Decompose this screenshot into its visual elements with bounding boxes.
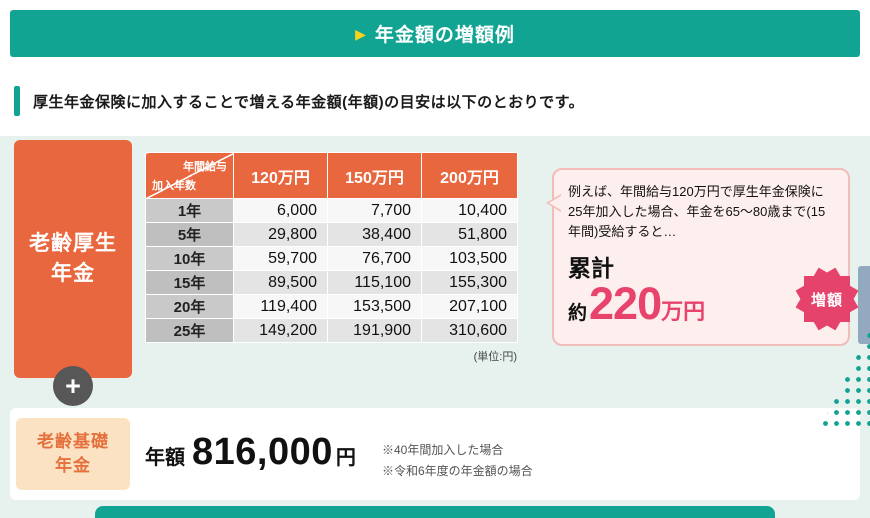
intro-note: 厚生年金保険に加入することで増える年金額(年額)の目安は以下のとおりです。 [14,84,584,118]
row-label: 5年 [145,222,234,247]
accent-bar [14,86,20,116]
table-cell: 149,200 [233,318,328,343]
footnote: ※令和6年度の年金額の場合 [382,464,533,478]
plus-icon: + [53,366,93,406]
table-cell: 191,900 [327,318,422,343]
intro-text: 厚生年金保険に加入することで増える年金額(年額)の目安は以下のとおりです。 [33,93,585,111]
employee-pension-label-line2: 年金 [51,262,95,285]
table-cell: 153,500 [327,294,422,319]
table-row: 20年 119,400 153,500 207,100 [145,294,518,319]
unit-note: (単位:円) [473,351,517,363]
table-cell: 51,800 [421,222,518,247]
increase-badge-label: 増額 [810,291,843,309]
side-tab-decoration [858,266,870,344]
total-amount: 約 220 万円 [568,279,834,329]
table-cell: 7,700 [327,198,422,223]
basic-pension-label: 老齢基礎 年金 [16,418,130,490]
table-cell: 89,500 [233,270,328,295]
basic-pension-label-line2: 年金 [55,456,91,475]
table-cell: 10,400 [421,198,518,223]
total-amount-unit: 万円 [661,299,706,325]
table-cell: 207,100 [421,294,518,319]
approx-label: 約 [568,303,588,325]
page-title: 年金額の増額例 [374,25,515,46]
table-row: 10年 59,700 76,700 103,500 [145,246,518,271]
total-amount-value: 220 [589,278,662,330]
pension-amount-table: 年間給与 加入年数 120万円 150万円 200万円 1年 6,000 7,7… [145,152,518,343]
table-header-row: 年間給与 加入年数 120万円 150万円 200万円 [145,152,518,199]
column-header-150: 150万円 [327,152,422,199]
basic-pension-amount: 年額 816,000 円 [145,431,356,474]
triangle-icon: ▶ [355,25,366,42]
total-label: 累計 [568,255,614,282]
corner-label-years-enrolled: 加入年数 [152,180,196,192]
corner-label-annual-salary: 年間給与 [183,161,227,173]
table-corner-cell: 年間給与 加入年数 [145,152,234,199]
table-cell: 6,000 [233,198,328,223]
example-text: 例えば、年間給与120万円で厚生年金保険に25年加入した場合、年金を65〜80歳… [568,184,826,240]
row-label: 25年 [145,318,234,343]
row-label: 20年 [145,294,234,319]
example-callout-bubble: 例えば、年間給与120万円で厚生年金保険に25年加入した場合、年金を65〜80歳… [546,168,859,346]
table-cell: 38,400 [327,222,422,247]
increase-badge: 増額 [794,266,860,332]
basic-pension-label-line1: 老齢基礎 [37,432,109,452]
table-row: 1年 6,000 7,700 10,400 [145,198,518,223]
table-cell: 310,600 [421,318,518,343]
annual-amount-unit: 円 [335,447,356,469]
column-header-120: 120万円 [233,152,328,199]
table-cell: 103,500 [421,246,518,271]
employee-pension-label-line1: 老齢厚生 [29,231,117,255]
footnote: ※40年間加入した場合 [382,443,504,457]
basic-pension-panel [10,408,860,500]
table-cell: 119,400 [233,294,328,319]
column-header-200: 200万円 [421,152,518,199]
employee-pension-label: 老齢厚生 年金 [14,140,132,378]
annual-amount-prefix: 年額 [145,447,185,469]
table-row: 25年 149,200 191,900 310,600 [145,318,518,343]
row-label: 15年 [145,270,234,295]
next-section-bar-partial [95,506,775,518]
section-title-bar: ▶ 年金額の増額例 [10,10,860,57]
table-cell: 29,800 [233,222,328,247]
row-label: 10年 [145,246,234,271]
table-cell: 76,700 [327,246,422,271]
table-cell: 155,300 [421,270,518,295]
table-cell: 115,100 [327,270,422,295]
table-row: 15年 89,500 115,100 155,300 [145,270,518,295]
table-row: 5年 29,800 38,400 51,800 [145,222,518,247]
table-cell: 59,700 [233,246,328,271]
annual-amount-value: 816,000 [192,431,333,473]
row-label: 1年 [145,198,234,223]
footnotes: ※40年間加入した場合 ※令和6年度の年金額の場合 [382,440,533,482]
